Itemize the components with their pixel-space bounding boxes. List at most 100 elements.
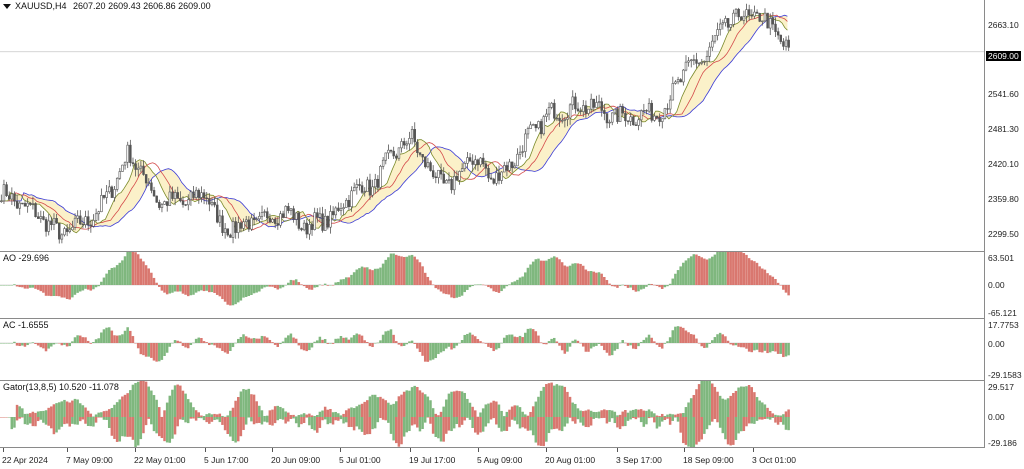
symbol-timeframe: XAUUSD,H4 [15, 1, 67, 11]
gator-lower-bar [242, 417, 245, 430]
gator-upper-bar [287, 412, 290, 417]
ao-bar [281, 285, 285, 288]
gator-lower-bar [608, 417, 611, 422]
gator-upper-bar [334, 411, 337, 417]
ac-bar [36, 343, 40, 346]
gator-lower-bar [239, 417, 243, 437]
ac-bar [239, 336, 243, 343]
time-tick-label: 18 Sep 09:00 [683, 455, 734, 465]
gator-lower-bar [363, 417, 366, 435]
price-chart-pane[interactable]: XAUUSD,H4 2607.20 2609.43 2606.86 2609.0… [0, 0, 984, 252]
gator-upper-bar [368, 396, 372, 417]
ac-bar [639, 341, 643, 343]
ac-bar [600, 343, 603, 346]
gator-upper-bar [553, 385, 556, 417]
ac-bar [726, 340, 730, 343]
ao-bar [416, 259, 419, 285]
gator-upper-bar [763, 404, 767, 417]
candle-body [397, 147, 401, 159]
ac-bar [329, 343, 332, 344]
gator-upper-bar [234, 400, 237, 417]
candle-body [450, 179, 453, 191]
ao-bar [545, 260, 548, 285]
gator-lower-bar [326, 417, 330, 425]
gator-lower-bar [221, 417, 224, 425]
gator-lower-bar [379, 417, 382, 419]
gator-lower-bar [758, 417, 761, 420]
gator-upper-bar [350, 407, 353, 417]
ac-bar [621, 340, 624, 343]
gator-upper-bar [747, 384, 751, 417]
candle-body [600, 101, 603, 111]
gator-lower-bar [679, 417, 682, 433]
candle-body [313, 212, 316, 230]
ao-bar [671, 278, 675, 285]
candle-body [616, 108, 619, 122]
gator-upper-bar [434, 413, 438, 417]
candle-body [205, 197, 208, 199]
gator-upper-bar [574, 403, 577, 417]
gator-upper-bar [215, 414, 219, 417]
ac-bar [766, 343, 769, 354]
gator-lower-bar [492, 417, 495, 419]
ao-bar [297, 282, 301, 285]
candle-body [405, 143, 409, 146]
gator-lower-bar [89, 417, 93, 427]
gator-lower-bar [463, 417, 466, 421]
ao-bar [692, 254, 696, 285]
gator-lower-bar [134, 417, 137, 447]
ao-bar [163, 285, 166, 293]
ao-bar [782, 285, 785, 290]
ac-bar [595, 343, 598, 346]
gator-lower-bar [600, 417, 603, 419]
gator-lower-bar [584, 417, 588, 427]
ao-bar [57, 285, 61, 297]
gator-indicator-pane[interactable]: Gator(13,8,5) 10.520 -11.078 [0, 381, 984, 448]
ao-bar [587, 271, 590, 285]
ac-indicator-pane[interactable]: AC -1.6555 [0, 319, 984, 381]
gator-lower-bar [639, 417, 643, 423]
ao-bar [287, 282, 290, 285]
candle-body [381, 159, 385, 167]
ao-bar [384, 259, 387, 285]
gator-lower-bar [423, 417, 427, 423]
ac-bar [500, 342, 503, 344]
ao-bar [150, 272, 153, 285]
gator-lower-bar [663, 417, 667, 421]
price-chart-canvas[interactable] [0, 0, 984, 252]
ac-bar [584, 343, 588, 352]
gator-lower-bar [218, 417, 222, 423]
price-axis[interactable]: 2663.10 2609.00 2541.60 2481.30 2420.10 … [984, 0, 1024, 252]
candle-body [281, 213, 285, 218]
ac-bar [402, 343, 406, 346]
gator-lower-bar [629, 417, 632, 420]
gator-lower-bar [15, 417, 19, 421]
dropdown-arrow-icon[interactable] [3, 4, 11, 10]
candle-body [587, 108, 590, 114]
ao-bar [524, 272, 527, 285]
gator-lower-bar [215, 417, 219, 420]
ao-bar [134, 252, 137, 285]
ao-bar [231, 285, 235, 306]
ac-bar [237, 338, 240, 343]
candle-body [44, 219, 48, 232]
gator-lower-bar [63, 417, 66, 425]
ohlc-values: 2607.20 2609.43 2606.86 2609.00 [73, 1, 211, 11]
gator-upper-bar [697, 384, 701, 417]
gator-tick: 0.00 [988, 412, 1005, 422]
ao-bar [682, 262, 685, 285]
gator-upper-bar [158, 407, 161, 417]
gator-upper-bar [734, 390, 738, 417]
gator-upper-bar [595, 412, 598, 417]
gator-lower-bar [510, 417, 514, 420]
time-axis[interactable]: 22 Apr 2024 7 May 09:00 22 May 01:00 5 Jun … [0, 448, 984, 469]
gator-lower-bar [65, 417, 69, 424]
candle-body [766, 12, 769, 29]
candle-body [721, 22, 725, 25]
ao-indicator-pane[interactable]: AO -29.696 [0, 252, 984, 319]
ac-bar [389, 329, 393, 343]
ac-bar [265, 337, 269, 343]
gator-upper-bar [218, 413, 222, 417]
ac-bar [460, 340, 464, 343]
gator-lower-bar [28, 417, 32, 424]
